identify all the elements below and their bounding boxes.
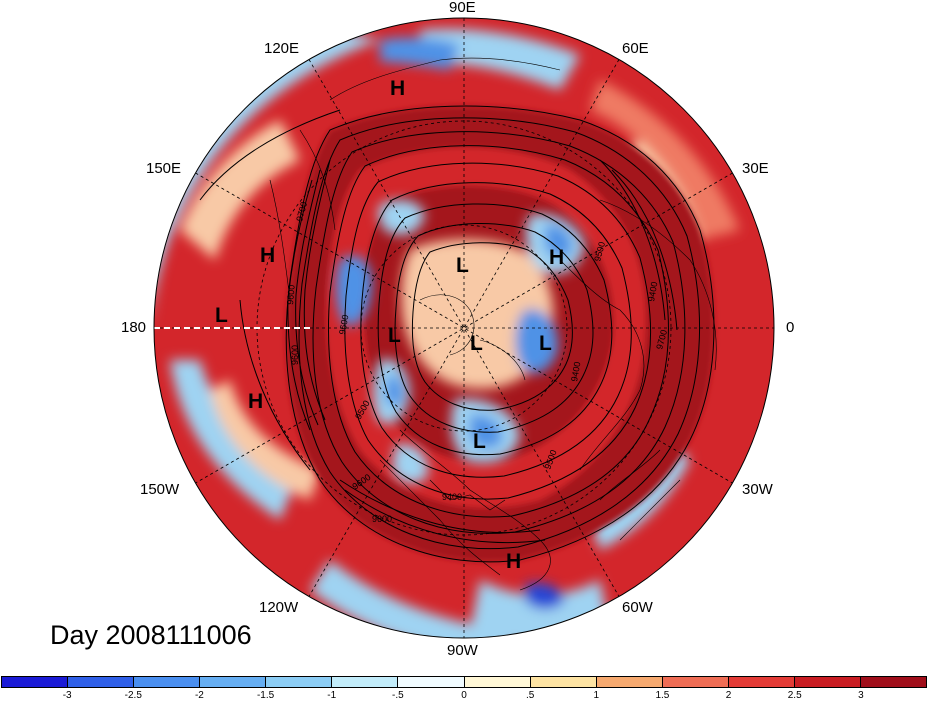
- lon-label-150w: 150W: [140, 481, 180, 498]
- map-border: [153, 17, 775, 639]
- lon-label-120w: 120W: [259, 599, 299, 616]
- low-pressure-marker: L: [539, 332, 552, 355]
- colorbar-tick-label: 1: [593, 690, 600, 701]
- colorbar-tick-label: 0: [461, 690, 467, 701]
- date-label: Day 2008111006: [50, 620, 252, 650]
- contour-labels: 9700 9600 9600 9600 9500 9600 9500 9400 …: [285, 201, 669, 524]
- lon-label-60w: 60W: [622, 599, 653, 616]
- colorbar-tick-label: 1.5: [655, 690, 670, 701]
- geopotential-contours: [199, 105, 715, 563]
- low-pressure-marker: L: [215, 304, 228, 327]
- lon-label-30e: 30E: [742, 160, 769, 177]
- colorbar-segment: [861, 677, 927, 687]
- colorbar-segment: [134, 677, 201, 687]
- colorbar-tick-label: -.5: [392, 690, 404, 701]
- colorbar-segment: [266, 677, 333, 687]
- colorbar-tick-label: -2.5: [124, 690, 142, 701]
- lon-label-60e: 60E: [622, 40, 649, 57]
- colorbar-tick-label: 3: [858, 690, 864, 701]
- high-pressure-marker: H: [549, 246, 565, 269]
- colorbar-segment: [728, 677, 795, 687]
- lon-label-0: 0: [786, 319, 795, 336]
- colorbar-tick-label: -3: [62, 690, 72, 701]
- low-pressure-marker: L: [388, 324, 401, 347]
- colorbar-segment: [68, 677, 135, 687]
- colorbar-segment: [530, 677, 597, 687]
- low-pressure-marker: L: [470, 332, 483, 355]
- colorbar-segment: [332, 677, 399, 687]
- colorbar: [1, 676, 927, 688]
- contour-label: 9400: [442, 492, 462, 502]
- lon-label-90e: 90E: [449, 0, 476, 16]
- high-pressure-marker: H: [260, 244, 276, 267]
- high-pressure-marker: H: [248, 390, 264, 413]
- colorbar-tick-label: -1.5: [256, 690, 275, 701]
- colorbar-segment: [2, 677, 69, 687]
- contour-label: 9400: [569, 361, 582, 382]
- contour-label: 9600: [290, 345, 300, 365]
- low-pressure-marker: L: [473, 430, 486, 453]
- high-pressure-marker: H: [390, 77, 406, 100]
- lon-label-120e: 120E: [264, 40, 300, 57]
- colorbar-segment: [794, 677, 862, 687]
- colorbar-tick-label: -1: [327, 690, 337, 701]
- colorbar-segment: [596, 677, 663, 687]
- colorbar-segment: [662, 677, 729, 687]
- lon-label-150e: 150E: [146, 160, 182, 177]
- low-pressure-marker: L: [456, 254, 469, 277]
- lon-label-180: 180: [121, 319, 147, 336]
- colorbar-segment: [464, 677, 531, 687]
- contour-label: 9600: [337, 314, 350, 335]
- colorbar-tick-label: 2: [725, 690, 732, 701]
- high-pressure-marker: H: [506, 550, 522, 573]
- contour-label: 9400: [646, 281, 659, 302]
- anomaly-field: [154, 18, 774, 638]
- colorbar-segment: [398, 677, 465, 687]
- colorbar-ticks: -3 -2.5 -2 -1.5 -1 -.5 0 .5 1 1.5 2 2.5 3: [0, 690, 928, 702]
- colorbar-tick-label: -2: [194, 690, 204, 701]
- contour-label: 9600: [285, 284, 297, 305]
- colorbar-tick-label: 2.5: [787, 690, 802, 701]
- lon-label-30w: 30W: [742, 481, 773, 498]
- contour-label: 9600: [372, 514, 392, 524]
- lon-label-90w: 90W: [447, 642, 478, 659]
- colorbar-tick-label: .5: [525, 690, 535, 701]
- colorbar-segment: [200, 677, 267, 687]
- coastlines: [269, 57, 717, 591]
